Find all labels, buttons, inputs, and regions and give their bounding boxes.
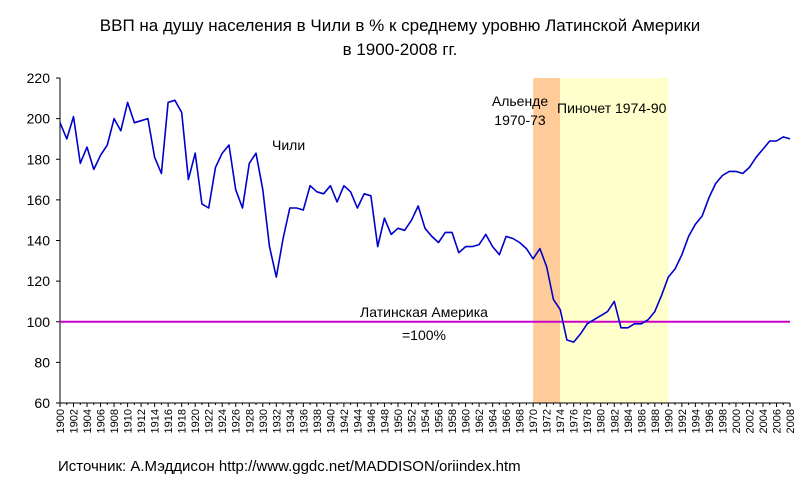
source-note: Источник: А.Мэддисон http://www.ggdc.net… — [58, 458, 521, 475]
x-tick-label: 1944 — [352, 409, 364, 433]
x-tick-label: 1946 — [366, 409, 378, 433]
x-tick-label: 1958 — [447, 409, 459, 433]
y-tick-label: 140 — [27, 233, 51, 249]
x-tick-label: 1920 — [190, 409, 202, 433]
x-tick-label: 1930 — [258, 409, 270, 433]
pinochet-band — [560, 78, 669, 403]
x-tick-label: 1914 — [150, 409, 162, 433]
allende-band — [533, 78, 561, 403]
x-tick-label: 1900 — [55, 409, 67, 433]
y-tick-label: 80 — [34, 354, 50, 370]
x-tick-label: 1924 — [217, 409, 229, 433]
x-tick-label: 1994 — [690, 409, 702, 433]
x-tick-label: 1934 — [285, 409, 297, 433]
x-tick-label: 1916 — [163, 409, 175, 433]
x-tick-label: 1918 — [177, 409, 189, 433]
x-tick-label: 1970 — [528, 409, 540, 433]
x-tick-label: 2008 — [785, 409, 797, 433]
x-tick-label: 1990 — [663, 409, 675, 433]
x-tick-label: 1984 — [623, 409, 635, 433]
x-tick-label: 1976 — [569, 409, 581, 433]
pinochet-label: Пиночет 1974-90 — [557, 100, 667, 116]
x-tick-label: 1936 — [298, 409, 310, 433]
x-tick-label: 1964 — [488, 409, 500, 433]
x-tick-label: 1926 — [231, 409, 243, 433]
x-tick-label: 1968 — [515, 409, 527, 433]
x-tick-label: 1998 — [717, 409, 729, 433]
y-tick-label: 60 — [34, 395, 50, 411]
x-tick-label: 2006 — [771, 409, 783, 433]
x-tick-label: 1922 — [204, 409, 216, 433]
x-tick-label: 1904 — [82, 409, 94, 433]
series-group — [59, 99, 791, 343]
period-bands — [533, 78, 669, 403]
x-tick-label: 1940 — [325, 409, 337, 433]
x-tick-label: 1988 — [650, 409, 662, 433]
x-tick-label: 1962 — [474, 409, 486, 433]
x-tick-label: 1908 — [109, 409, 121, 433]
chart-title: ВВП на душу населения в Чили в % к средн… — [99, 16, 701, 35]
allende-label-line1: Альенде — [492, 93, 548, 109]
x-tick-label: 2002 — [744, 409, 756, 433]
y-tick-label: 160 — [27, 192, 51, 208]
x-tick-label: 1960 — [461, 409, 473, 433]
chart-subtitle: в 1900-2008 гг. — [342, 40, 458, 59]
x-tick-label: 2000 — [731, 409, 743, 433]
annotations: Чили Альенде 1970-73 Пиночет 1974-90 Латинск… — [272, 93, 667, 343]
allende-label-line2: 1970-73 — [494, 112, 546, 128]
x-tick-label: 1996 — [704, 409, 716, 433]
x-tick-label: 1910 — [123, 409, 135, 433]
x-tick-label: 1954 — [420, 409, 432, 433]
y-tick-label: 200 — [27, 111, 51, 127]
series-line-chile — [59, 99, 791, 343]
y-tick-label: 220 — [27, 70, 51, 86]
x-tick-label: 1982 — [609, 409, 621, 433]
x-tick-label: 1948 — [379, 409, 391, 433]
series-label: Чили — [272, 137, 305, 153]
x-tick-label: 1906 — [96, 409, 108, 433]
x-tick-label: 1950 — [393, 409, 405, 433]
x-tick-label: 1992 — [677, 409, 689, 433]
x-tick-label: 1942 — [339, 409, 351, 433]
x-tick-label: 1986 — [636, 409, 648, 433]
x-tick-label: 1912 — [136, 409, 148, 433]
reference-label-line2: =100% — [402, 327, 446, 343]
reference-label-line1: Латинская Америка — [360, 304, 488, 320]
x-tick-label: 1952 — [406, 409, 418, 433]
x-tick-label: 1932 — [271, 409, 283, 433]
y-tick-label: 180 — [27, 151, 51, 167]
x-tick-label: 1980 — [596, 409, 608, 433]
x-tick-label: 1902 — [69, 409, 81, 433]
x-tick-label: 1974 — [555, 409, 567, 433]
y-tick-label: 120 — [27, 273, 51, 289]
x-tick-label: 2004 — [758, 409, 770, 433]
x-tick-label: 1928 — [244, 409, 256, 433]
x-tick-label: 1966 — [501, 409, 513, 433]
x-tick-label: 1938 — [312, 409, 324, 433]
y-tick-label: 100 — [27, 314, 51, 330]
x-tick-label: 1956 — [434, 409, 446, 433]
x-tick-label: 1978 — [582, 409, 594, 433]
x-tick-label: 1972 — [542, 409, 554, 433]
